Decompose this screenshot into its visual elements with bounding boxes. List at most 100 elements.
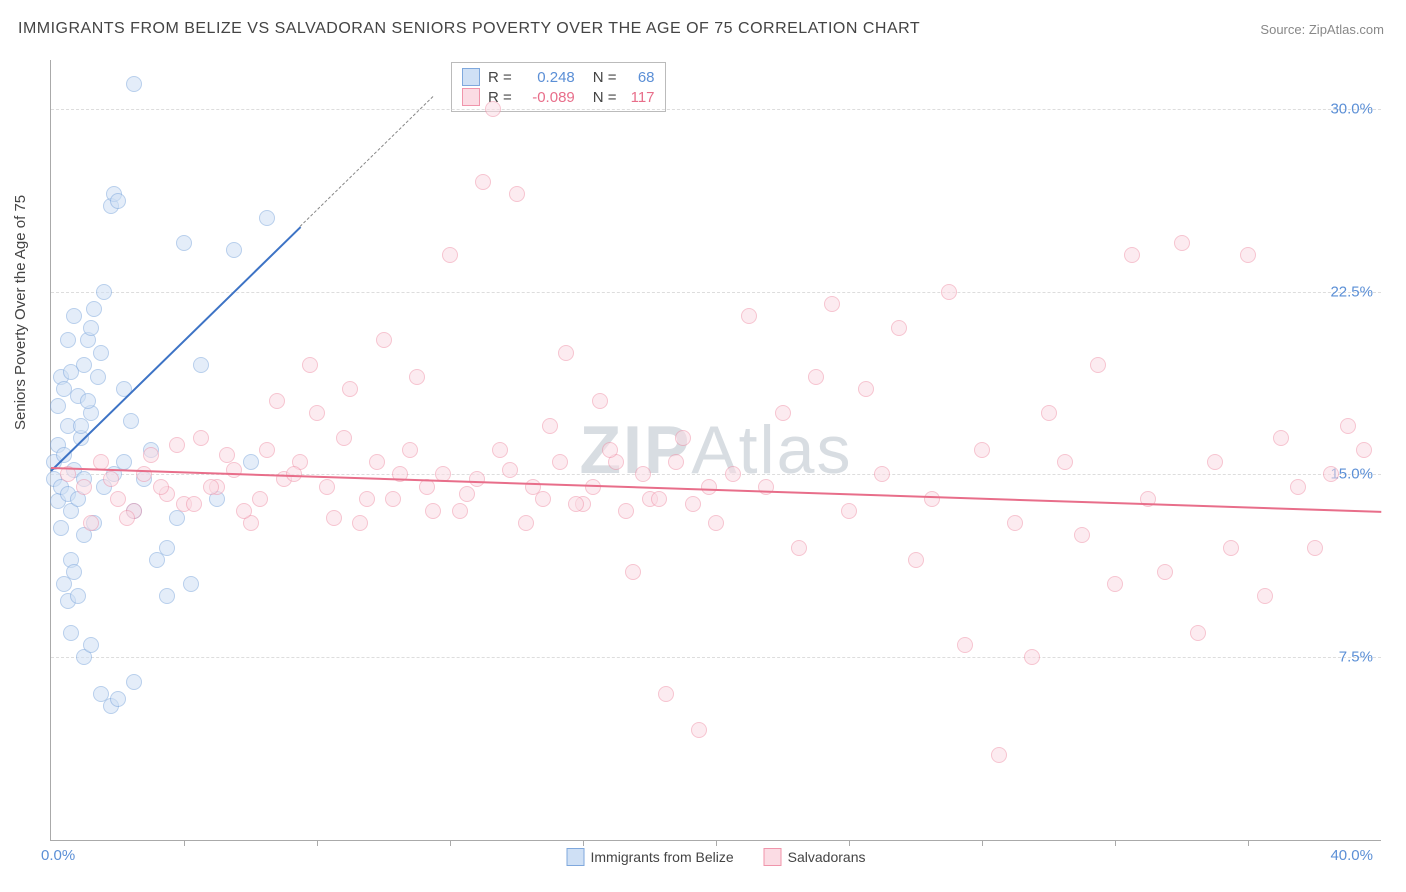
data-point	[123, 413, 139, 429]
watermark-rest: Atlas	[691, 412, 852, 488]
y-tick-label: 7.5%	[1339, 649, 1373, 666]
data-point	[791, 540, 807, 556]
data-point	[991, 747, 1007, 763]
data-point	[243, 454, 259, 470]
r-label: R =	[488, 69, 512, 86]
stats-legend: R =0.248N =68R =-0.089N =117	[451, 62, 666, 112]
data-point	[66, 564, 82, 580]
watermark: ZIPAtlas	[580, 411, 853, 489]
data-point	[93, 345, 109, 361]
data-point	[1124, 247, 1140, 263]
data-point	[83, 637, 99, 653]
data-point	[1057, 454, 1073, 470]
data-point	[1074, 527, 1090, 543]
data-point	[475, 174, 491, 190]
data-point	[535, 491, 551, 507]
data-point	[83, 515, 99, 531]
data-point	[136, 466, 152, 482]
data-point	[974, 442, 990, 458]
data-point	[352, 515, 368, 531]
data-point	[1323, 466, 1339, 482]
data-point	[924, 491, 940, 507]
data-point	[70, 588, 86, 604]
source-value: ZipAtlas.com	[1309, 22, 1384, 37]
data-point	[908, 552, 924, 568]
data-point	[103, 471, 119, 487]
data-point	[1157, 564, 1173, 580]
data-point	[442, 247, 458, 263]
data-point	[169, 510, 185, 526]
data-point	[469, 471, 485, 487]
chart-title: IMMIGRANTS FROM BELIZE VS SALVADORAN SEN…	[18, 20, 920, 38]
data-point	[56, 381, 72, 397]
x-tick	[1115, 840, 1116, 846]
data-point	[1356, 442, 1372, 458]
data-point	[73, 418, 89, 434]
data-point	[558, 345, 574, 361]
data-point	[269, 393, 285, 409]
data-point	[808, 369, 824, 385]
data-point	[1240, 247, 1256, 263]
data-point	[492, 442, 508, 458]
data-point	[236, 503, 252, 519]
data-point	[1273, 430, 1289, 446]
data-point	[203, 479, 219, 495]
data-point	[159, 540, 175, 556]
data-point	[193, 430, 209, 446]
data-point	[858, 381, 874, 397]
data-point	[708, 515, 724, 531]
data-point	[143, 447, 159, 463]
data-point	[76, 479, 92, 495]
regression-line	[50, 226, 301, 471]
data-point	[691, 722, 707, 738]
r-value: -0.089	[520, 89, 575, 106]
legend-swatch	[764, 848, 782, 866]
data-point	[592, 393, 608, 409]
data-point	[409, 369, 425, 385]
data-point	[957, 637, 973, 653]
data-point	[518, 515, 534, 531]
gridline	[51, 657, 1381, 658]
gridline	[51, 109, 1381, 110]
data-point	[1041, 405, 1057, 421]
data-point	[824, 296, 840, 312]
data-point	[485, 101, 501, 117]
x-tick	[184, 840, 185, 846]
data-point	[502, 462, 518, 478]
data-point	[219, 447, 235, 463]
data-point	[319, 479, 335, 495]
data-point	[86, 301, 102, 317]
data-point	[891, 320, 907, 336]
legend-item: Salvadorans	[764, 848, 866, 866]
legend-label: Immigrants from Belize	[591, 849, 734, 865]
data-point	[452, 503, 468, 519]
data-point	[193, 357, 209, 373]
data-point	[509, 186, 525, 202]
legend-swatch	[462, 88, 480, 106]
data-point	[775, 405, 791, 421]
data-point	[741, 308, 757, 324]
data-point	[90, 369, 106, 385]
data-point	[302, 357, 318, 373]
data-point	[259, 442, 275, 458]
n-value: 68	[625, 69, 655, 86]
data-point	[336, 430, 352, 446]
data-point	[176, 235, 192, 251]
data-point	[119, 510, 135, 526]
data-point	[1090, 357, 1106, 373]
data-point	[83, 320, 99, 336]
data-point	[126, 76, 142, 92]
data-point	[186, 496, 202, 512]
data-point	[326, 510, 342, 526]
data-point	[602, 442, 618, 458]
data-point	[342, 381, 358, 397]
data-point	[675, 430, 691, 446]
data-point	[63, 364, 79, 380]
data-point	[159, 588, 175, 604]
data-point	[369, 454, 385, 470]
r-value: 0.248	[520, 69, 575, 86]
stats-row: R =0.248N =68	[462, 67, 655, 87]
y-tick-label: 22.5%	[1330, 283, 1373, 300]
data-point	[1024, 649, 1040, 665]
x-tick	[317, 840, 318, 846]
